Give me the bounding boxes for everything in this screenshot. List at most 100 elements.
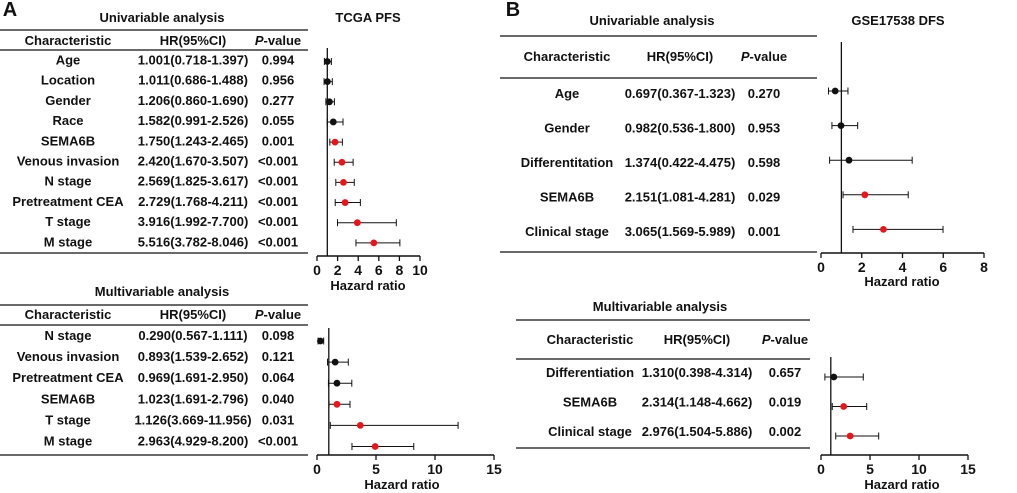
table-cell-characteristic: Clinical stage [525,224,609,239]
hazard-ratio-point [341,199,349,206]
hazard-ratio-point [861,191,869,199]
table-cell-p-value: 0.001 [262,133,295,148]
x-tick-label: 10 [412,262,428,278]
column-header-p-value: P-value [762,332,808,347]
hazard-ratio-point [317,337,324,345]
p-value-header-p: P [255,307,264,322]
hazard-ratio-point [846,432,854,440]
table-title: Multivariable analysis [593,299,727,314]
table-title: Univariable analysis [99,10,224,25]
hazard-ratio-point [323,58,331,65]
table-cell-p-value: <0.001 [258,434,298,449]
column-header-p-value: P-value [255,33,301,48]
table-cell-characteristic: T stage [45,412,91,427]
table-cell-hr: 0.290(0.567-1.111) [138,328,247,343]
x-tick-label: 2 [334,262,342,278]
table-cell-p-value: <0.001 [258,234,298,249]
x-tick-label: 0 [817,461,825,477]
table-cell-hr: 1.126(3.669-11.956) [134,412,251,427]
table-cell-p-value: 0.657 [769,365,802,380]
table-cell-p-value: 0.598 [748,155,781,170]
column-header-characteristic: Characteristic [25,33,112,48]
p-value-header-p: P [762,332,771,347]
table-cell-hr: 1.011(0.686-1.488) [138,73,248,88]
column-header-characteristic: Characteristic [25,307,112,322]
p-value-header-rest: -value [264,33,302,48]
plot-title: GSE17538 DFS [851,13,945,28]
table-cell-hr: 1.001(0.718-1.397) [138,53,249,68]
table-cell-hr: 1.750(1.243-2.465) [138,133,249,148]
table-cell-characteristic: Venous invasion [17,349,120,364]
table-cell-p-value: <0.001 [258,174,298,189]
x-tick-label: 5 [866,461,874,477]
panel-letter-b: B [506,0,520,21]
table-cell-characteristic: Pretreatment CEA [12,370,124,385]
table-cell-characteristic: Clinical stage [548,424,632,439]
table-cell-p-value: 0.002 [769,424,802,439]
table-cell-characteristic: Race [52,113,83,128]
hazard-ratio-point [845,156,853,164]
table-cell-p-value: 0.994 [262,53,295,68]
column-header-hr: HR(95%CI) [664,332,730,347]
table-cell-hr: 1.582(0.991-2.526) [138,113,249,128]
table-cell-characteristic: M stage [44,234,92,249]
x-tick-label: 0 [313,262,321,278]
table-cell-p-value: 0.277 [262,93,295,108]
table-title: Univariable analysis [589,13,714,28]
table-cell-characteristic: Age [56,53,81,68]
x-axis-label: Hazard ratio [364,477,439,492]
hazard-ratio-point [331,358,339,366]
table-cell-characteristic: Pretreatment CEA [12,194,124,209]
table-cell-p-value: <0.001 [258,154,298,169]
hazard-ratio-point [338,158,346,166]
p-value-header-rest: -value [771,332,809,347]
table-cell-characteristic: SEMA6B [41,391,95,406]
table-cell-p-value: 0.001 [748,224,781,239]
table-cell-p-value: 0.064 [262,370,295,385]
plot-title: TCGA PFS [335,10,401,25]
x-tick-label: 8 [980,259,988,275]
table-cell-characteristic: Gender [544,121,590,136]
hazard-ratio-point [333,379,341,387]
hazard-ratio-point [356,422,364,429]
table-cell-p-value: 0.029 [748,190,781,205]
table-title: Multivariable analysis [95,284,229,299]
table-cell-hr: 2.963(4.929-8.200) [138,434,249,449]
table-cell-hr: 0.969(1.691-2.950) [138,370,249,385]
table-cell-p-value: 0.055 [262,113,295,128]
p-value-header-p: P [741,49,750,64]
table-cell-hr: 5.516(3.782-8.046) [138,234,249,249]
column-header-p-value: P-value [741,49,787,64]
table-cell-characteristic: Venous invasion [17,154,120,169]
table-cell-characteristic: Differentiation [546,365,634,380]
hazard-ratio-point [880,226,887,233]
table-cell-characteristic: N stage [45,328,92,343]
x-tick-label: 0 [817,259,825,275]
table-cell-characteristic: T stage [45,214,91,229]
hazard-ratio-point [840,403,848,410]
table-cell-characteristic: N stage [45,174,92,189]
x-axis-label: Hazard ratio [330,278,405,293]
table-cell-hr: 2.314(1.148-4.662) [642,395,753,410]
hazard-ratio-point [326,98,333,106]
table-cell-p-value: 0.121 [262,349,295,364]
hazard-ratio-point [837,122,845,129]
hazard-ratio-point [333,400,341,408]
column-header-characteristic: Characteristic [524,49,611,64]
table-cell-p-value: 0.953 [748,121,781,136]
table-cell-hr: 3.916(1.992-7.700) [138,214,249,229]
table-cell-hr: 2.729(1.768-4.211) [138,194,248,209]
table-cell-p-value: 0.019 [769,395,802,410]
x-tick-label: 5 [372,461,380,477]
table-cell-p-value: 0.040 [262,391,295,406]
hazard-ratio-point [370,239,378,247]
table-cell-characteristic: SEMA6B [540,190,594,205]
table-cell-hr: 0.893(1.539-2.652) [138,349,249,364]
table-cell-characteristic: Gender [45,93,91,108]
hazard-ratio-point [329,118,337,126]
table-cell-characteristic: M stage [44,434,92,449]
table-cell-p-value: 0.031 [262,412,295,427]
table-cell-characteristic: Location [41,73,95,88]
p-value-header-rest: -value [264,307,302,322]
hazard-ratio-point [324,78,331,86]
